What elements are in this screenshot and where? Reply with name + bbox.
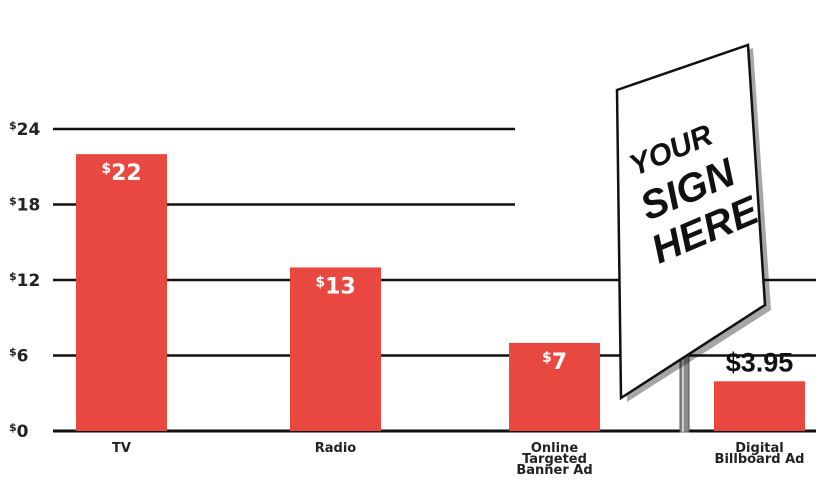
y-tick-label: $12 bbox=[9, 270, 40, 291]
category-label: Online bbox=[531, 441, 578, 456]
bar bbox=[290, 267, 381, 431]
bar bbox=[714, 381, 805, 431]
category-label: Radio bbox=[315, 441, 357, 456]
bar bbox=[509, 342, 600, 431]
category-label: TV bbox=[112, 441, 131, 456]
category-label: Digital bbox=[735, 441, 783, 456]
sign-board bbox=[615, 43, 767, 401]
bar bbox=[76, 154, 167, 431]
sign-illustration: YOUR SIGN HERE bbox=[615, 43, 771, 433]
y-tick-label: $6 bbox=[9, 346, 29, 367]
category-label: Targeted bbox=[522, 452, 587, 467]
data-labels: $22 $13 $7 $3.95 bbox=[101, 161, 793, 377]
category-label: Banner Ad bbox=[516, 463, 592, 478]
y-tick-label: $18 bbox=[9, 195, 40, 216]
data-label: $7 bbox=[542, 350, 567, 375]
bars bbox=[76, 154, 805, 431]
category-label: Billboard Ad bbox=[715, 452, 805, 467]
data-label: $22 bbox=[101, 161, 141, 186]
y-tick-label: $0 bbox=[9, 421, 29, 442]
y-tick-label: $24 bbox=[9, 119, 40, 140]
y-tick-labels: $0 $6 $12 $18 $24 bbox=[9, 119, 40, 442]
data-label: $3.95 bbox=[726, 347, 794, 377]
data-label: $13 bbox=[315, 274, 355, 299]
